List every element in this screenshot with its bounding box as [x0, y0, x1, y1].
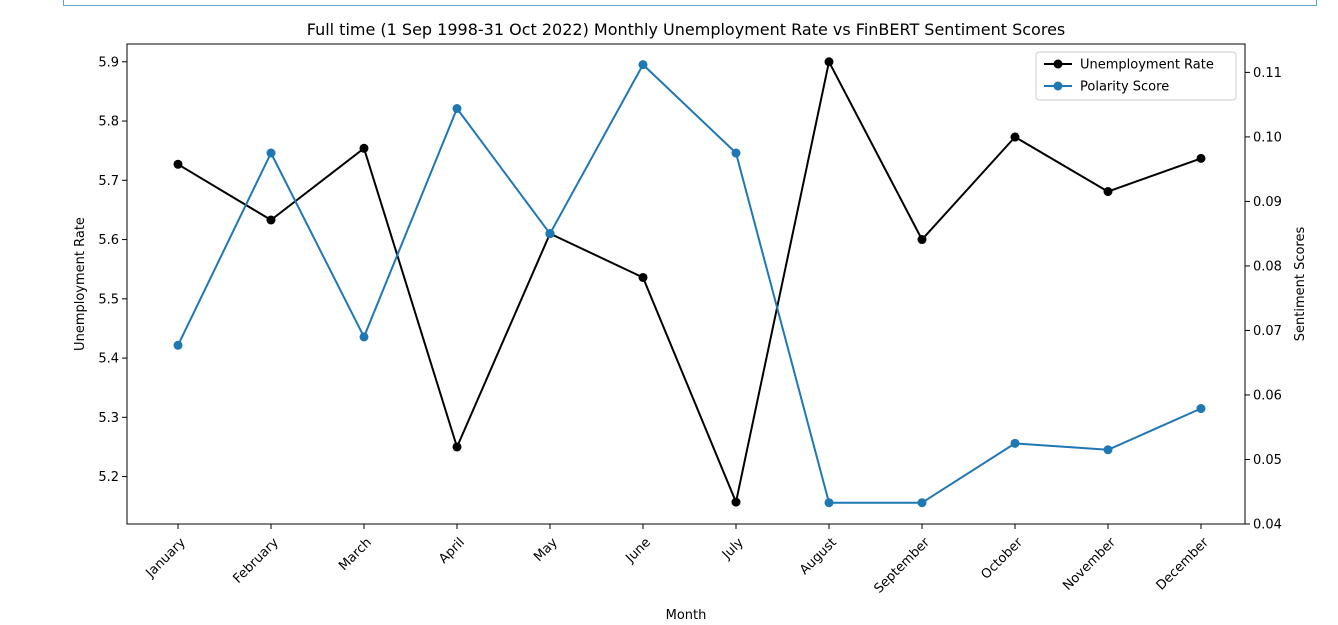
series-1-point — [917, 235, 927, 245]
legend-box — [1035, 51, 1237, 101]
left-y-tick-label: 5.7 — [98, 174, 119, 189]
x-tick-label: July — [719, 535, 747, 563]
series-2-point — [359, 332, 369, 342]
series-2-point — [266, 148, 276, 158]
left-y-tick-label: 5.3 — [98, 411, 119, 426]
right-y-tick-label: 0.09 — [1253, 195, 1282, 210]
right-y-tick-label: 0.05 — [1253, 453, 1282, 468]
series-1-point — [1103, 187, 1113, 197]
left-axis-title: Unemployment Rate — [73, 217, 88, 351]
right-y-tick-label: 0.07 — [1253, 324, 1282, 339]
series-line-1 — [177, 60, 1202, 504]
series-2-point — [1103, 445, 1113, 455]
legend-swatch-marker — [1053, 81, 1063, 91]
series-1-point — [731, 497, 741, 507]
x-axis-title: Month — [666, 608, 707, 623]
left-y-tick-label: 5.5 — [98, 292, 119, 307]
x-tick-label: November — [1060, 535, 1119, 594]
left-y-tick-label: 5.8 — [98, 115, 119, 130]
left-y-tick-label: 5.9 — [98, 55, 119, 70]
plot-area: January February March April May June July Augu… — [98, 43, 1282, 597]
series-2-point — [1196, 404, 1206, 414]
series-2-point — [917, 498, 927, 508]
notebook-cell-border — [63, 0, 1317, 6]
series-2-point — [173, 340, 183, 350]
x-tick-label: October — [978, 535, 1026, 583]
x-tick-label: May — [531, 535, 561, 565]
x-tick-label: April — [436, 535, 468, 567]
left-y-tick-label: 5.4 — [98, 352, 119, 367]
legend-label: Unemployment Rate — [1080, 58, 1214, 73]
series-1-point — [824, 57, 834, 67]
right-axis-title: Sentiment Scores — [1293, 227, 1308, 342]
series-1-point — [266, 215, 276, 225]
left-y-tick-label: 5.6 — [98, 233, 119, 248]
right-y-tick-label: 0.08 — [1253, 259, 1282, 274]
legend-label: Polarity Score — [1080, 80, 1169, 95]
plot-frame — [126, 43, 1246, 525]
chart-title: Full time (1 Sep 1998-31 Oct 2022) Month… — [307, 20, 1066, 39]
right-y-tick-label: 0.06 — [1253, 388, 1282, 403]
series-2-point — [1010, 438, 1020, 448]
legend-swatch-marker — [1053, 59, 1063, 69]
series-line-2 — [177, 63, 1202, 504]
series-1-point — [638, 272, 648, 282]
series-1-point — [173, 159, 183, 169]
series-2-point — [545, 229, 555, 239]
series-1-point — [1010, 132, 1020, 142]
right-y-tick-label: 0.10 — [1253, 130, 1282, 145]
series-2-point — [452, 104, 462, 114]
x-tick-label: June — [622, 535, 653, 566]
right-y-tick-label: 0.11 — [1253, 66, 1282, 81]
right-y-tick-label: 0.04 — [1253, 518, 1282, 533]
left-y-tick-label: 5.2 — [98, 470, 119, 485]
series-2-point — [638, 60, 648, 70]
series-2-point — [731, 148, 741, 158]
series-1-point — [452, 442, 462, 452]
series-2-point — [824, 498, 834, 508]
x-tick-label: March — [336, 535, 375, 574]
series-1-point — [1196, 153, 1206, 163]
x-tick-label: January — [143, 535, 189, 581]
x-tick-label: August — [797, 535, 840, 578]
series-1-point — [359, 143, 369, 153]
x-tick-label: February — [230, 535, 282, 587]
x-tick-label: September — [871, 535, 933, 597]
x-tick-label: December — [1154, 535, 1213, 594]
